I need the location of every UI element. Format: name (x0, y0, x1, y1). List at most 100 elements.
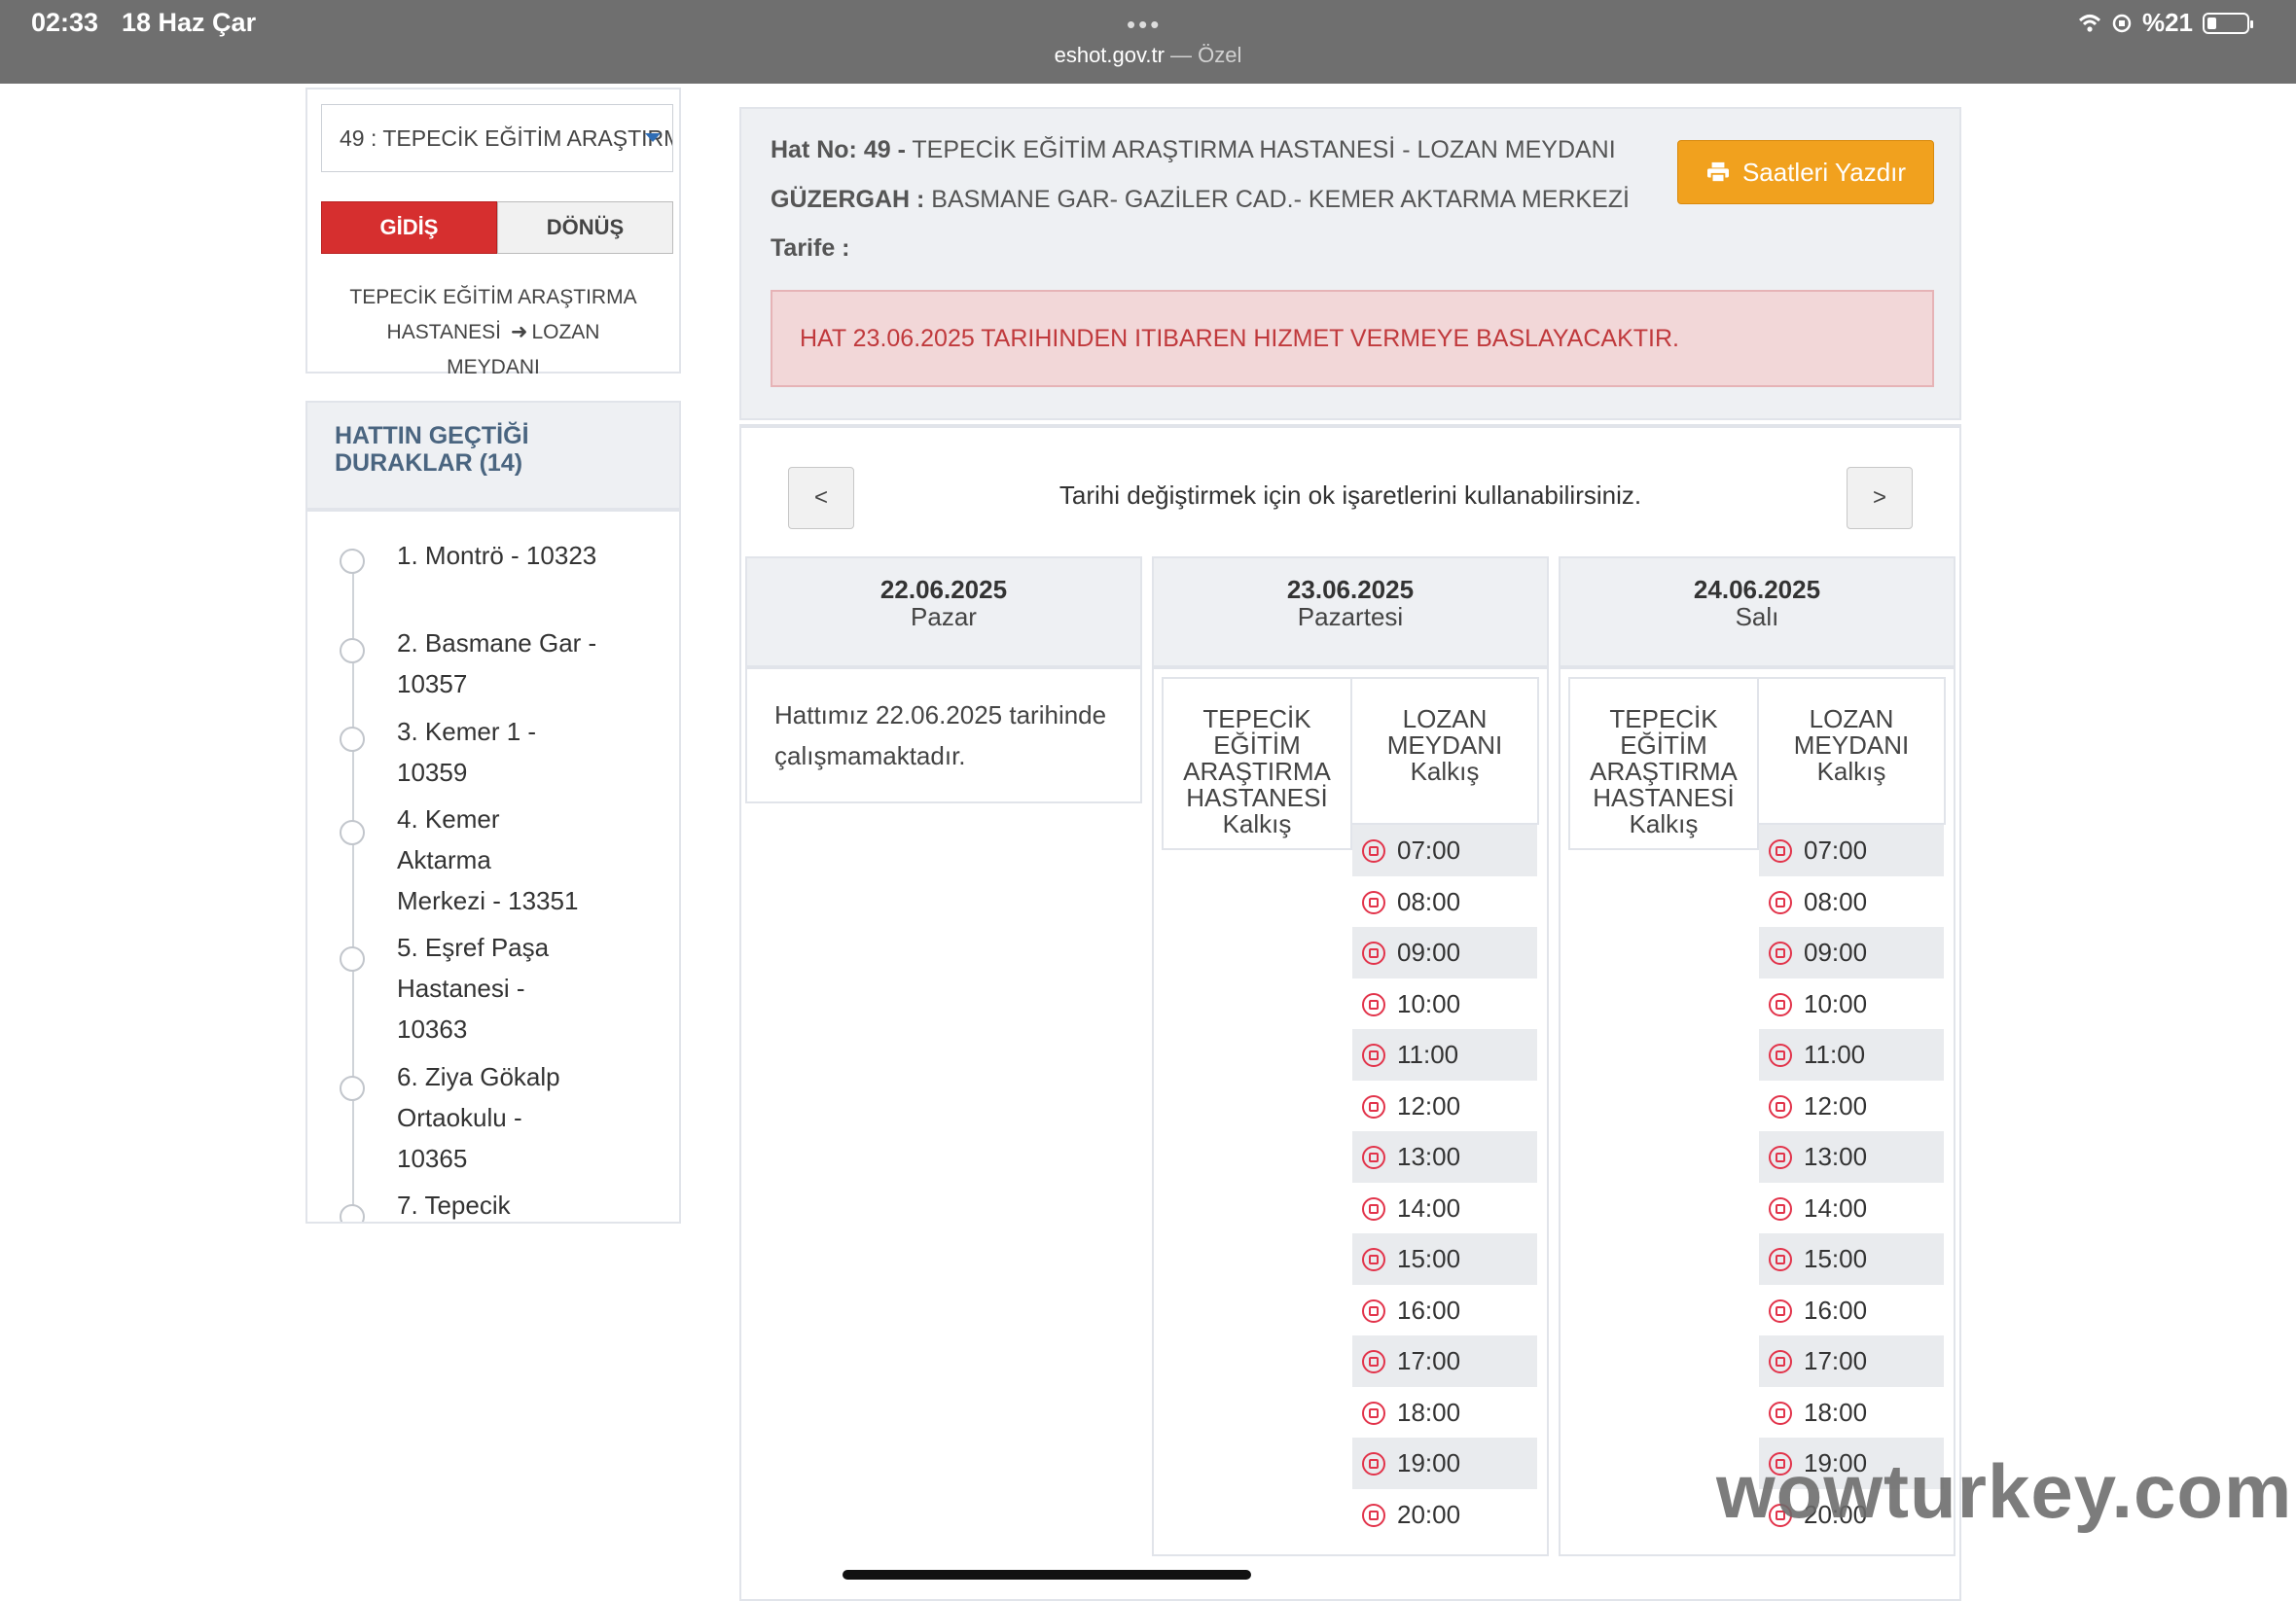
bus-icon (1769, 992, 1792, 1016)
bus-icon (1362, 1350, 1385, 1373)
departure-time: 12:00 (1397, 1090, 1461, 1121)
departure-time-row: 12:00 (1352, 1081, 1537, 1132)
bus-icon (1769, 1299, 1792, 1323)
stops-heading: HATTIN GEÇTİĞİ DURAKLAR (14) (307, 403, 679, 512)
guzergah-value: BASMANE GAR- GAZİLER CAD.- KEMER AKTARMA… (931, 186, 1630, 213)
day-name: Salı (1735, 602, 1779, 631)
stop-marker-icon (340, 638, 365, 663)
departure-time: 20:00 (1804, 1499, 1868, 1529)
bus-icon (1362, 1401, 1385, 1425)
stop-label: 7. Tepecik (397, 1191, 511, 1220)
departure-time: 14:00 (1804, 1192, 1868, 1223)
departure-time: 11:00 (1397, 1040, 1459, 1069)
departure-time: 09:00 (1804, 938, 1868, 967)
departure-time: 16:00 (1397, 1295, 1461, 1325)
day-header: 22.06.2025 Pazar (745, 556, 1142, 669)
print-times-button[interactable]: Saatleri Yazdır (1677, 140, 1934, 204)
url-text: eshot.gov.tr (1054, 43, 1165, 67)
stop-label: 4. Kemer Aktarma Merkezi - 13351 (397, 804, 579, 915)
route-from: TEPECİK EĞİTİM ARAŞTIRMA HASTANESİ (349, 286, 637, 343)
stops-title-1: HATTIN GEÇTİĞİ (335, 422, 529, 449)
departure-time-row: 12:00 (1759, 1081, 1944, 1132)
departure-time: 10:00 (1804, 988, 1868, 1018)
departure-time-row: 18:00 (1759, 1387, 1944, 1439)
stop-marker-icon (340, 727, 365, 752)
bus-icon (1769, 1044, 1792, 1067)
departure-time-row: 07:00 (1352, 825, 1537, 876)
direction-toggle: GİDİŞ DÖNÜŞ (321, 201, 673, 254)
day-date: 23.06.2025 (1286, 575, 1415, 604)
departure-times-list: 07:00 08:00 09:00 10:00 11:00 12:00 13:00 14:00… (1759, 825, 1944, 1540)
departure-time: 15:00 (1397, 1244, 1461, 1273)
departure-time: 14:00 (1397, 1192, 1461, 1223)
departure-time: 18:00 (1397, 1397, 1461, 1427)
multitask-dots-icon[interactable]: ••• (1127, 10, 1163, 39)
departure-time: 08:00 (1397, 886, 1461, 916)
departure-time: 07:00 (1804, 836, 1868, 865)
bus-icon (1769, 1196, 1792, 1221)
stop-label: 5. Eşref Paşa Hastanesi - 10363 (397, 933, 550, 1044)
departure-time-row: 13:00 (1759, 1131, 1944, 1183)
browser-status-bar: 02:33 18 Haz Çar ••• eshot.gov.tr — Özel… (0, 0, 2296, 84)
bus-icon (1362, 890, 1385, 914)
departure-time: 10:00 (1397, 988, 1461, 1018)
day-column: 24.06.2025 Salı TEPECİK EĞİTİM ARAŞTIRMA… (1559, 556, 1955, 1556)
departure-time-row: 14:00 (1759, 1183, 1944, 1234)
departure-time: 20:00 (1397, 1499, 1461, 1529)
stops-timeline (352, 549, 354, 1222)
bus-icon (1769, 1248, 1792, 1271)
day-name: Pazar (911, 602, 977, 631)
bus-icon (1362, 1196, 1385, 1221)
line-select[interactable]: 49 : TEPECİK EĞİTİM ARAŞTIRMA HASTANESİ … (321, 104, 673, 172)
next-date-button[interactable]: > (1847, 467, 1913, 529)
bus-icon (1362, 1248, 1385, 1271)
stop-marker-icon (340, 1076, 365, 1101)
departure-time-row: 10:00 (1352, 978, 1537, 1030)
bus-icon (1769, 1503, 1792, 1527)
departure-time: 16:00 (1804, 1295, 1868, 1325)
bus-icon (1769, 839, 1792, 863)
battery-icon (2203, 12, 2253, 34)
donus-button[interactable]: DÖNÜŞ (497, 201, 673, 254)
day-date: 22.06.2025 (879, 575, 1008, 604)
printer-icon (1706, 161, 1729, 183)
departure-time: 17:00 (1804, 1346, 1868, 1375)
prev-date-button[interactable]: < (788, 467, 854, 529)
gidis-button[interactable]: GİDİŞ (321, 201, 497, 254)
departure-time: 13:00 (1804, 1142, 1868, 1171)
clock: 02:33 (31, 8, 99, 37)
departure-time: 11:00 (1804, 1040, 1866, 1069)
schedule-panel: < Tarihi değiştirmek için ok işaretlerin… (739, 424, 1961, 1601)
departure-time-row: 07:00 (1759, 825, 1944, 876)
destination-departure-header: LOZAN MEYDANI Kalkış (1350, 677, 1539, 825)
departure-time: 12:00 (1804, 1090, 1868, 1121)
tarife-label: Tarife : (771, 234, 850, 262)
bus-icon (1362, 1503, 1385, 1527)
battery-percent: %21 (2141, 8, 2193, 37)
bus-icon (1769, 942, 1792, 965)
bus-icon (1769, 1094, 1792, 1119)
departure-time: 17:00 (1397, 1346, 1461, 1375)
no-service-message: Hattımız 22.06.2025 tarihinde çalışmamak… (774, 700, 1107, 770)
route-to: LOZAN MEYDANI (447, 321, 600, 378)
guzergah-label: GÜZERGAH : (771, 186, 925, 213)
departure-time-row: 08:00 (1759, 876, 1944, 928)
departure-time: 09:00 (1397, 938, 1461, 967)
departure-time-row: 14:00 (1352, 1183, 1537, 1234)
bus-icon (1362, 942, 1385, 965)
bus-icon (1362, 1299, 1385, 1323)
bus-icon (1769, 1146, 1792, 1169)
stop-label: 2. Basmane Gar - 10357 (397, 628, 597, 698)
hat-info: Hat No: 49 - TEPECİK EĞİTİM ARAŞTIRMA HA… (771, 136, 1616, 164)
departure-time-row: 15:00 (1352, 1233, 1537, 1285)
departure-time-row: 15:00 (1759, 1233, 1944, 1285)
departure-time-row: 08:00 (1352, 876, 1537, 928)
stop-marker-icon (340, 1204, 365, 1222)
departure-time-row: 20:00 (1352, 1489, 1537, 1541)
bus-icon (1362, 839, 1385, 863)
origin-departure-header: TEPECİK EĞİTİM ARAŞTIRMA HASTANESİ Kalkı… (1162, 677, 1352, 850)
home-indicator (843, 1570, 1251, 1580)
address-bar[interactable]: eshot.gov.tr — Özel (0, 43, 2296, 68)
departure-time: 15:00 (1804, 1244, 1868, 1273)
guzergah-info: GÜZERGAH : BASMANE GAR- GAZİLER CAD.- KE… (771, 186, 1630, 214)
